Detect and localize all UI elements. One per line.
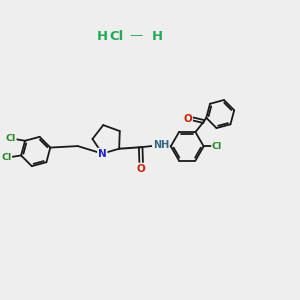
Text: —: — [130, 29, 143, 43]
Text: Cl: Cl [1, 153, 11, 162]
Text: N: N [98, 148, 107, 159]
Text: O: O [137, 164, 146, 173]
Text: Cl: Cl [6, 134, 16, 143]
Text: O: O [183, 113, 192, 124]
Text: H: H [97, 29, 108, 43]
Text: H: H [152, 29, 163, 43]
Text: NH: NH [153, 140, 169, 150]
Text: Cl: Cl [109, 29, 123, 43]
Text: Cl: Cl [212, 142, 222, 151]
